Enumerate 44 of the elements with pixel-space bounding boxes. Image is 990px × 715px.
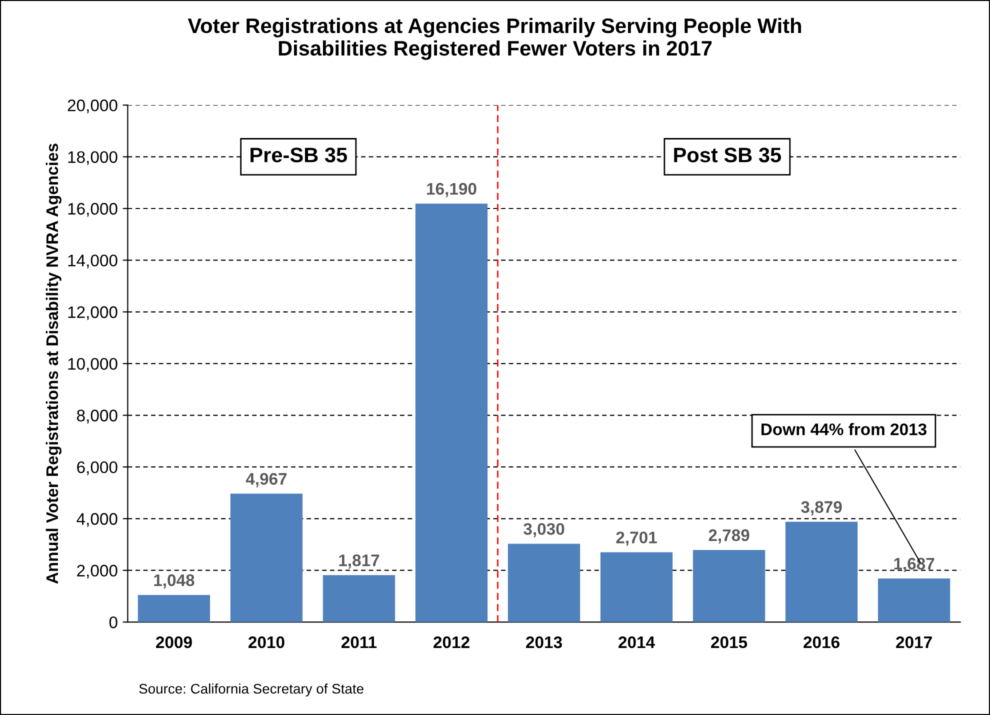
bar	[322, 575, 396, 622]
data-label: 1,048	[154, 574, 194, 589]
y-axis-title: Annual Voter Registrations at Disability NVRA Agencies	[46, 144, 62, 584]
source-note: Source: California Secretary of State	[139, 683, 364, 696]
y-tick-label: 12,000	[68, 306, 118, 320]
bar	[508, 544, 580, 622]
y-tick-label: 6,000	[77, 461, 118, 476]
y-tick-label: 0	[109, 616, 118, 628]
data-label: 2,789	[708, 529, 750, 544]
y-tick-label: 18,000	[68, 151, 118, 165]
y-tick-label: 20,000	[68, 100, 118, 114]
y-tick-label: 16,000	[68, 202, 118, 217]
x-tick-label: 2010	[248, 636, 284, 648]
bar	[415, 204, 488, 622]
x-tick-label: 2015	[711, 636, 748, 648]
x-tick-label: 2012	[434, 636, 470, 648]
x-tick-label: 2017	[896, 636, 932, 648]
y-tick-label: 14,000	[68, 254, 118, 268]
y-tick-label: 2,000	[77, 564, 118, 579]
y-tick-label: 8,000	[77, 410, 118, 424]
data-label: 3,030	[524, 523, 564, 538]
bar	[878, 578, 950, 622]
x-tick-label: 2009	[156, 636, 192, 648]
bar	[138, 594, 210, 622]
x-tick-label: 2016	[804, 636, 840, 648]
bar	[785, 522, 858, 622]
data-label: 1,687	[894, 558, 934, 572]
y-tick-label: 4,000	[76, 513, 118, 527]
x-tick-label: 2013	[526, 636, 562, 648]
annotation: Pre-SB 35	[250, 148, 348, 162]
data-label: 4,967	[246, 473, 287, 488]
annotation: Down 44% from 2013	[761, 423, 926, 436]
data-label: 16,190	[427, 182, 476, 198]
data-label: 2,701	[616, 532, 657, 546]
chart-title: Voter Registrations at Agencies Primarily Serving People With Disabilities Registered Fewer Voters in 2017	[188, 18, 802, 60]
data-label: 3,879	[801, 501, 842, 516]
bar	[600, 552, 673, 622]
x-tick-label: 2011	[341, 636, 377, 648]
annotation: Post SB 35	[674, 148, 782, 162]
bar	[230, 494, 303, 622]
bar	[692, 550, 766, 622]
x-tick-label: 2014	[618, 636, 655, 648]
data-label: 1,817	[339, 554, 380, 569]
y-tick-label: 10,000	[68, 358, 118, 372]
